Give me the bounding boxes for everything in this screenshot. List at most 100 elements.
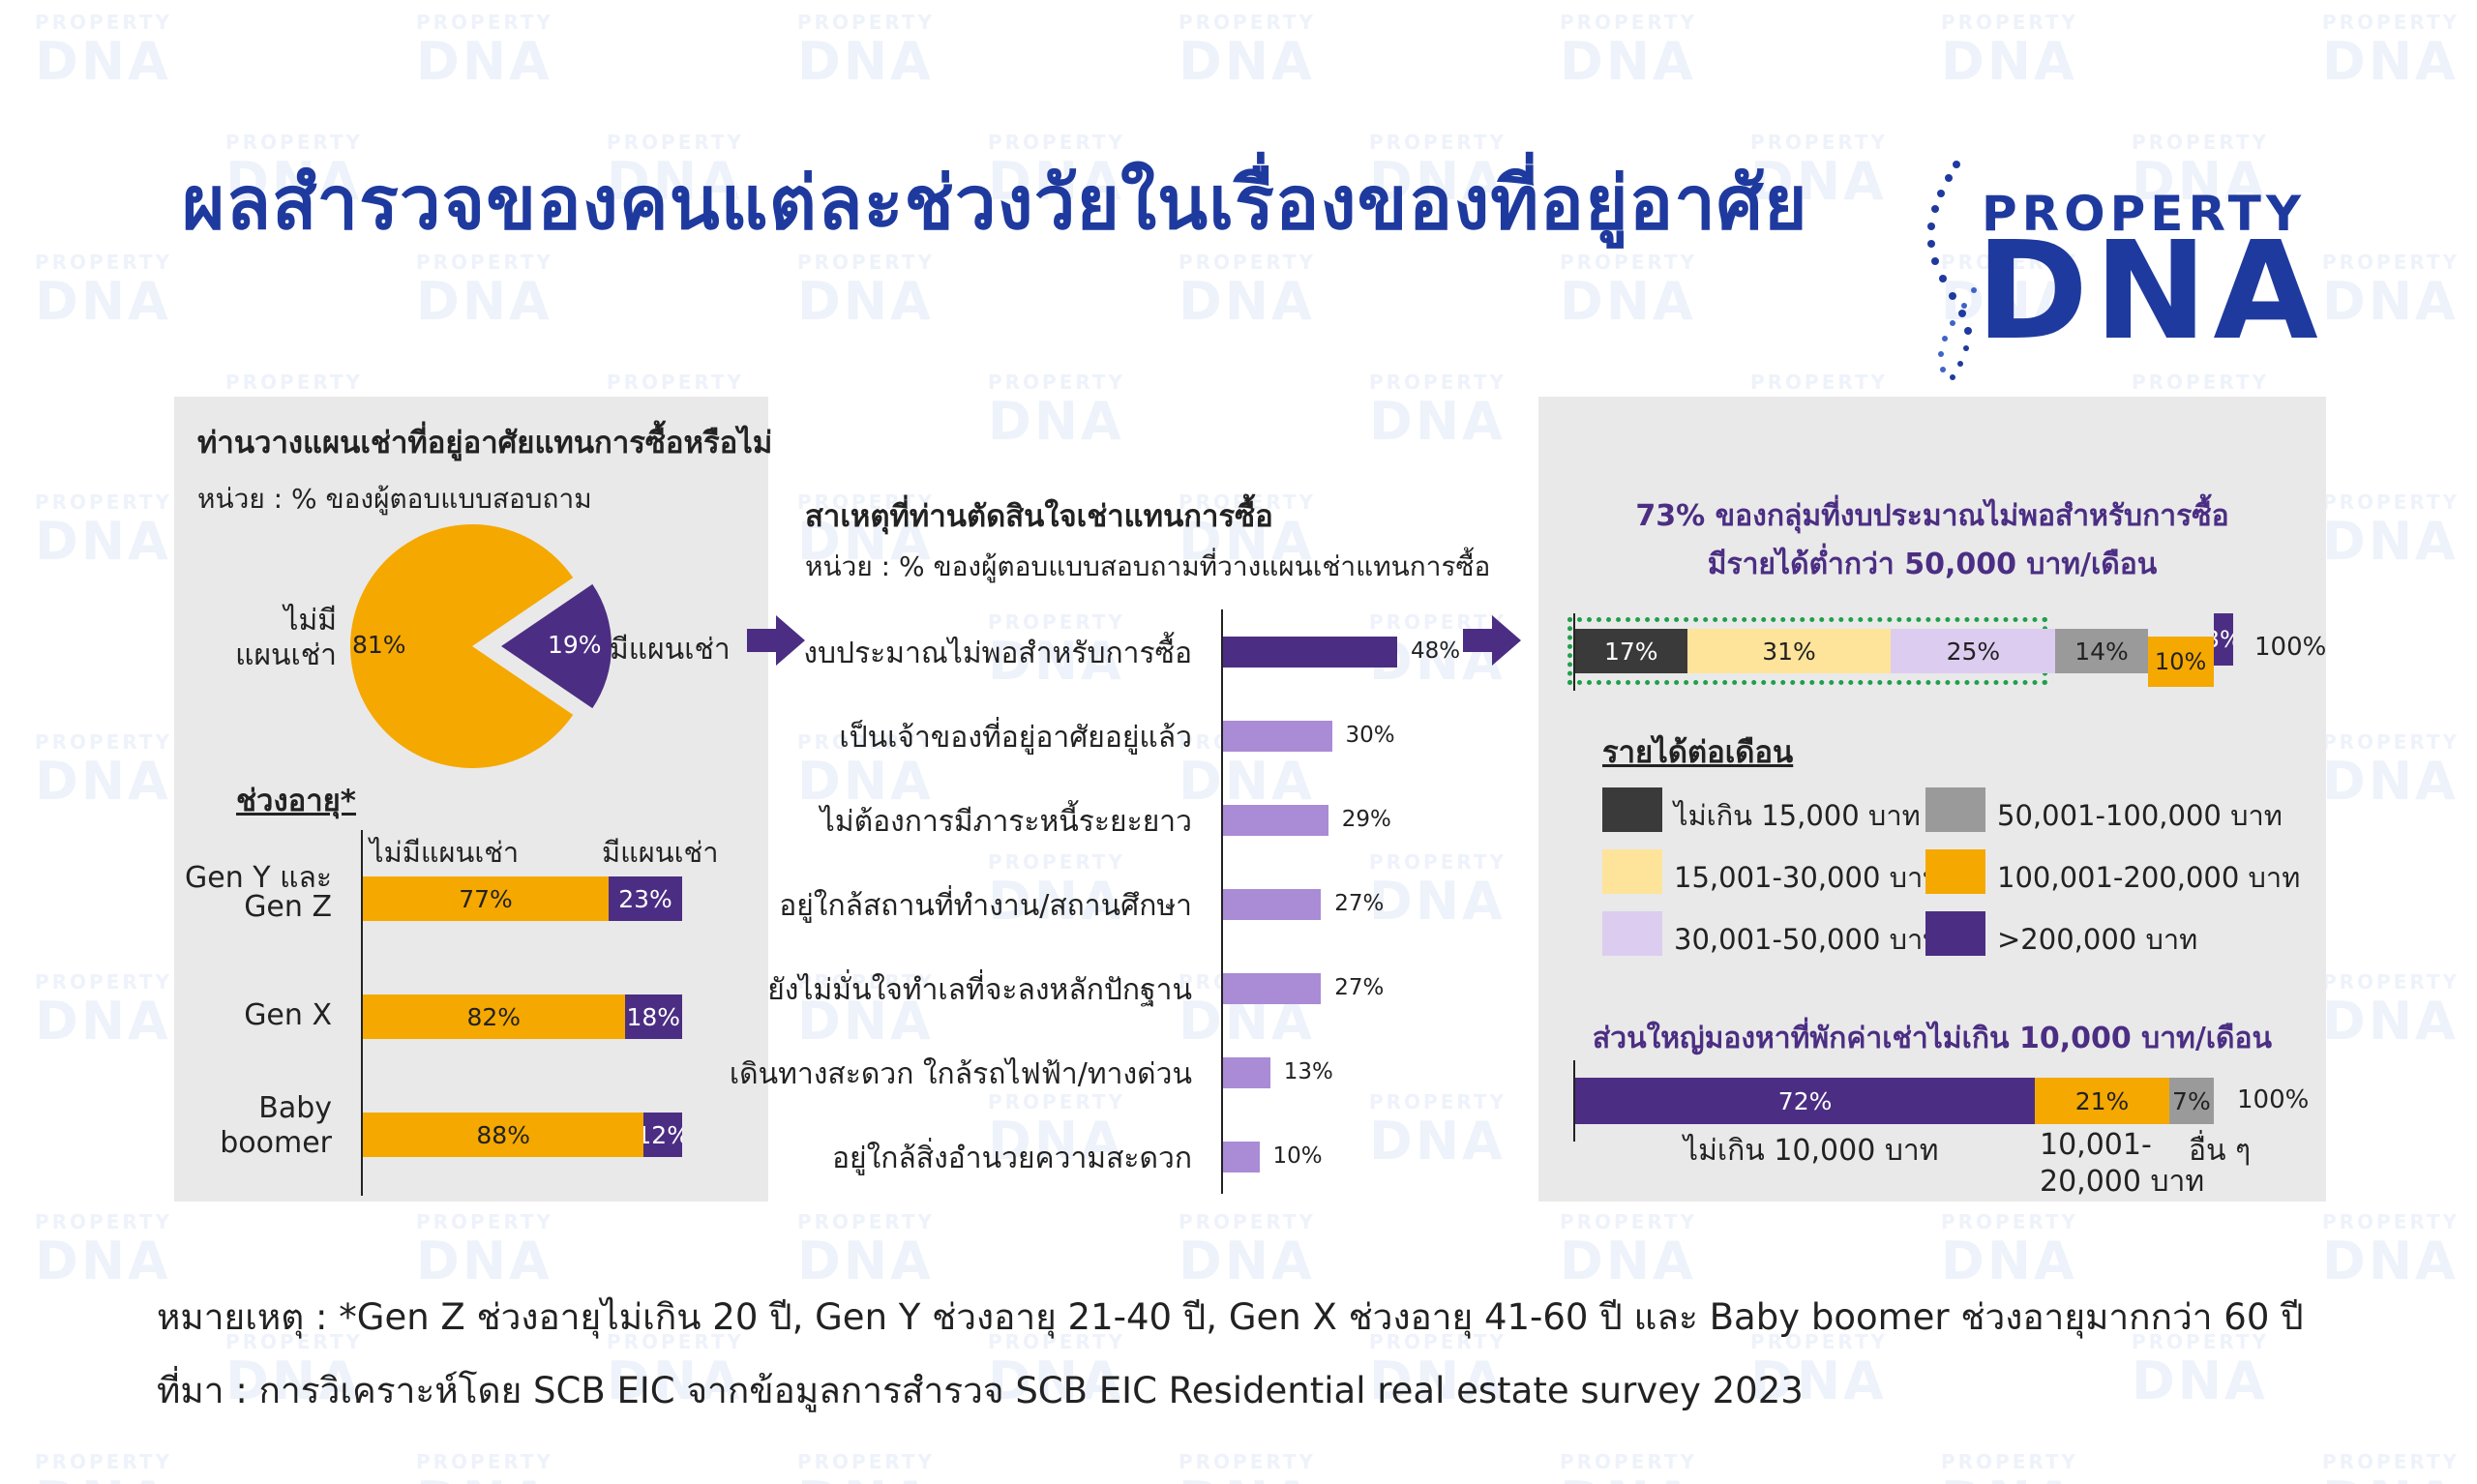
pie-label-no-plan-line2: แผนเช่า (235, 638, 337, 672)
reason-label: ไม่ต้องการมีภาระหนี้ระยะยาว (820, 805, 1192, 839)
svg-text:DNA: DNA (416, 1231, 552, 1291)
svg-text:PROPERTY: PROPERTY (988, 850, 1125, 874)
svg-text:DNA: DNA (35, 751, 171, 812)
reason-value-label: 13% (1283, 1059, 1333, 1084)
legend-swatch (1925, 911, 1985, 956)
reason-label: อยู่ใกล้สิ่งอำนวยความสะดวก (832, 1142, 1192, 1175)
age-category-label: Gen X (244, 998, 332, 1032)
svg-text:DNA: DNA (35, 31, 171, 92)
svg-text:PROPERTY: PROPERTY (225, 371, 363, 394)
pie-subtitle: หน่วย : % ของผู้ตอบแบบสอบถาม (197, 483, 592, 515)
svg-text:PROPERTY: PROPERTY (1179, 11, 1316, 34)
pie-value-plan: 19% (548, 631, 602, 659)
svg-text:PROPERTY: PROPERTY (1750, 371, 1888, 394)
reason-bar (1223, 721, 1332, 752)
pie-slice-no-plan (350, 524, 574, 768)
svg-text:PROPERTY: PROPERTY (1941, 1210, 2078, 1233)
svg-text:DNA: DNA (35, 1231, 171, 1291)
legend-label: 100,001-200,000 บาท (1997, 861, 2301, 894)
age-bar-segment: 18% (624, 994, 682, 1039)
income-title-line1: 73% ของกลุ่มที่งบประมาณไม่พอสำหรับการซื้… (1635, 499, 2229, 533)
reasons-axis (1221, 609, 1223, 1194)
reason-bar (1223, 805, 1328, 836)
svg-text:DNA: DNA (2322, 511, 2459, 572)
reason-value-label: 29% (1341, 807, 1391, 832)
legend-label: 30,001-50,000 บาท (1674, 923, 1942, 956)
svg-text:PROPERTY: PROPERTY (988, 371, 1125, 394)
svg-text:DNA: DNA (1369, 391, 1506, 452)
legend-swatch (1925, 787, 1985, 832)
svg-text:DNA: DNA (1560, 31, 1696, 92)
svg-text:DNA: DNA (1179, 271, 1315, 332)
svg-text:DNA: DNA (797, 31, 934, 92)
svg-text:PROPERTY: PROPERTY (35, 1210, 172, 1233)
svg-text:DNA: DNA (416, 1470, 552, 1484)
age-bar-segment: 12% (643, 1113, 682, 1157)
svg-text:PROPERTY: PROPERTY (35, 970, 172, 994)
svg-text:DNA: DNA (797, 1470, 934, 1484)
svg-text:PROPERTY: PROPERTY (1369, 1090, 1507, 1113)
svg-text:PROPERTY: PROPERTY (1369, 371, 1507, 394)
pie-label-plan: มีแผนเช่า (610, 633, 731, 667)
income-legend-title: รายได้ต่อเดือน (1602, 735, 1794, 770)
age-bar-segment: 88% (363, 1113, 644, 1157)
income-bar-segment: 14% (2055, 629, 2148, 673)
svg-text:DNA: DNA (1560, 271, 1696, 332)
svg-text:PROPERTY: PROPERTY (797, 11, 935, 34)
reason-value-label: 27% (1334, 975, 1385, 1000)
svg-text:PROPERTY: PROPERTY (1560, 1210, 1697, 1233)
svg-text:PROPERTY: PROPERTY (607, 371, 744, 394)
svg-text:PROPERTY: PROPERTY (2322, 251, 2460, 274)
svg-text:PROPERTY: PROPERTY (1560, 1450, 1697, 1473)
arrow-right-icon (1463, 615, 1521, 666)
svg-text:DNA: DNA (1179, 1231, 1315, 1291)
legend-swatch (1602, 787, 1662, 832)
arrow-right-icon (747, 615, 805, 666)
svg-text:PROPERTY: PROPERTY (35, 1450, 172, 1473)
reason-bar (1223, 889, 1322, 920)
age-category-label: Gen Y และ (185, 861, 332, 895)
reason-value-label: 10% (1272, 1143, 1323, 1169)
svg-text:PROPERTY: PROPERTY (1560, 11, 1697, 34)
svg-text:PROPERTY: PROPERTY (1941, 11, 2078, 34)
reason-value-label: 30% (1345, 723, 1395, 748)
svg-text:PROPERTY: PROPERTY (2322, 11, 2460, 34)
source-note: ที่มา : การวิเคราะห์โดย SCB EIC จากข้อมู… (157, 1370, 1804, 1411)
age-legend-no-plan: ไม่มีแผนเช่า (370, 836, 520, 869)
svg-text:DNA: DNA (35, 991, 171, 1052)
svg-text:DNA: DNA (1941, 1231, 2077, 1291)
reason-value-label: 27% (1334, 891, 1385, 916)
reason-label: งบประมาณไม่พอสำหรับการซื้อ (803, 637, 1192, 670)
rent-label-10k-20k-line1: 10,001- (2040, 1128, 2152, 1162)
income-bar-segment: 31% (1686, 629, 1892, 673)
rent-bar-segment: 72% (1575, 1078, 2036, 1124)
rent-label-other: อื่น ๆ (2189, 1134, 2252, 1168)
reason-bar (1223, 1057, 1270, 1088)
logo-text-bottom: DNA (1976, 213, 2324, 371)
svg-text:PROPERTY: PROPERTY (2322, 970, 2460, 994)
pie-label-no-plan-line1: ไม่มี (284, 604, 337, 638)
svg-text:DNA: DNA (416, 31, 552, 92)
svg-text:DNA: DNA (1941, 31, 2077, 92)
svg-text:PROPERTY: PROPERTY (416, 1210, 553, 1233)
age-bar-segment: 23% (609, 876, 682, 921)
svg-text:PROPERTY: PROPERTY (35, 730, 172, 754)
svg-text:DNA: DNA (1369, 871, 1506, 932)
income-bar-segment: 3% (2213, 613, 2233, 666)
footnote: หมายเหตุ : *Gen Z ช่วงอายุไม่เกิน 20 ปี,… (157, 1296, 2304, 1338)
svg-text:DNA: DNA (2322, 751, 2459, 812)
rent-label-under-10k: ไม่เกิน 10,000 บาท (1684, 1134, 1939, 1168)
svg-text:DNA: DNA (416, 271, 552, 332)
svg-text:PROPERTY: PROPERTY (2322, 490, 2460, 514)
svg-text:DNA: DNA (1941, 1470, 2077, 1484)
svg-text:PROPERTY: PROPERTY (1941, 1450, 2078, 1473)
legend-label: 50,001-100,000 บาท (1997, 799, 2283, 832)
svg-text:PROPERTY: PROPERTY (2322, 1210, 2460, 1233)
reason-bar (1223, 637, 1397, 668)
age-category-label: Gen Z (244, 890, 332, 924)
logo-text-top: PROPERTY (1982, 186, 2307, 242)
svg-text:PROPERTY: PROPERTY (416, 11, 553, 34)
legend-swatch (1602, 849, 1662, 894)
pie-value-no-plan: 81% (352, 631, 406, 659)
svg-text:DNA: DNA (797, 1231, 934, 1291)
